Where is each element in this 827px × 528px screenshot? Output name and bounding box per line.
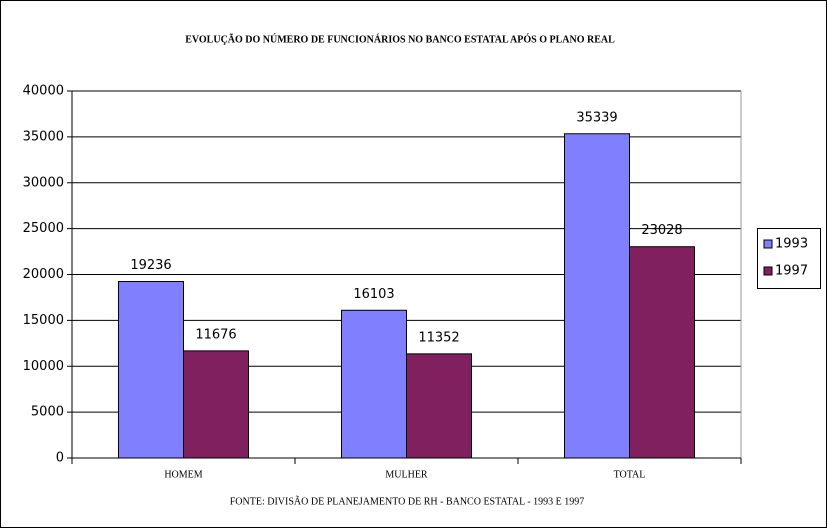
legend-swatch (763, 239, 773, 249)
y-tick-label: 5000 (31, 405, 64, 420)
y-tick-label: 30000 (23, 175, 64, 190)
bar (118, 281, 184, 459)
data-label: 35339 (576, 110, 617, 125)
data-label: 11352 (418, 330, 459, 345)
bar (629, 246, 695, 459)
x-tick-label: HOMEM (164, 469, 202, 480)
data-label: 23028 (641, 223, 682, 238)
chart-title: EVOLUÇÃO DO NÚMERO DE FUNCIONÁRIOS NO BA… (185, 33, 615, 45)
legend-swatch (763, 266, 773, 276)
y-tick-label: 40000 (23, 84, 64, 99)
data-label: 19236 (130, 258, 171, 273)
x-tick-label: MULHER (385, 469, 428, 480)
bar (406, 353, 472, 459)
x-tick-label: TOTAL (614, 469, 646, 480)
y-tick-label: 35000 (23, 129, 64, 144)
footnote: FONTE: DIVISÃO DE PLANEJAMENTO DE RH - B… (230, 495, 585, 507)
bar (341, 309, 407, 459)
legend-label: 1993 (775, 237, 808, 252)
data-label: 16103 (353, 287, 394, 302)
y-tick-label: 10000 (23, 359, 64, 374)
legend-box (757, 228, 821, 289)
y-tick-label: 0 (56, 451, 64, 466)
y-tick-label: 20000 (23, 267, 64, 282)
y-tick-label: 25000 (23, 221, 64, 236)
y-tick-label: 15000 (23, 313, 64, 328)
legend-label: 1997 (775, 264, 808, 279)
bar (183, 350, 249, 459)
data-label: 11676 (195, 327, 236, 342)
bar (564, 133, 630, 459)
